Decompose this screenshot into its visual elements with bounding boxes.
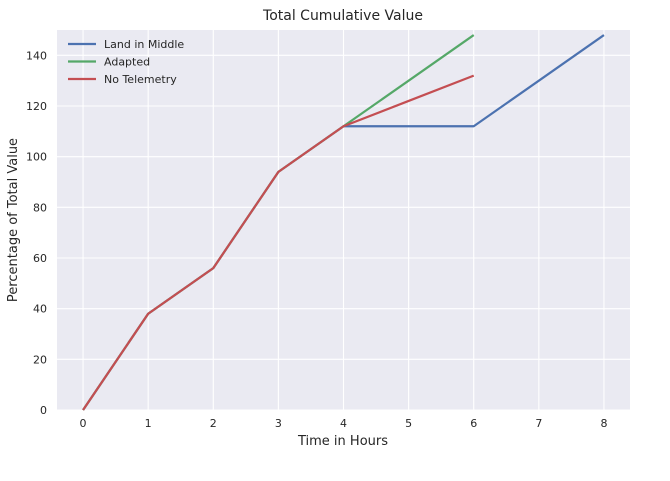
chart-title: Total Cumulative Value (262, 8, 423, 24)
x-tick-label: 2 (210, 417, 217, 430)
x-tick-label: 0 (80, 417, 87, 430)
legend-label: Land in Middle (104, 38, 184, 51)
x-tick-label: 4 (340, 417, 347, 430)
x-axis-label: Time in Hours (297, 434, 388, 449)
x-tick-label: 3 (275, 417, 282, 430)
y-tick-label: 80 (33, 201, 47, 214)
y-axis-label: Percentage of Total Value (6, 138, 21, 302)
series-line-3 (82, 74, 475, 411)
series-layer (82, 34, 605, 411)
y-tick-label: 140 (26, 49, 47, 62)
y-tick-label: 120 (26, 100, 47, 113)
y-tick-label: 60 (33, 252, 47, 265)
x-tick-label: 5 (405, 417, 412, 430)
y-tick-label: 40 (33, 303, 47, 316)
legend: Land in Middle Adapted No Telemetry (68, 38, 184, 86)
y-tick-label: 20 (33, 353, 47, 366)
x-tick-label: 6 (470, 417, 477, 430)
y-tick-label: 0 (40, 404, 47, 417)
legend-label: No Telemetry (104, 73, 177, 86)
x-tick-label: 1 (145, 417, 152, 430)
grid (57, 30, 630, 411)
y-tick-label: 100 (26, 151, 47, 164)
x-tick-label: 8 (600, 417, 607, 430)
legend-label: Adapted (104, 56, 150, 69)
x-tick-label: 7 (535, 417, 542, 430)
